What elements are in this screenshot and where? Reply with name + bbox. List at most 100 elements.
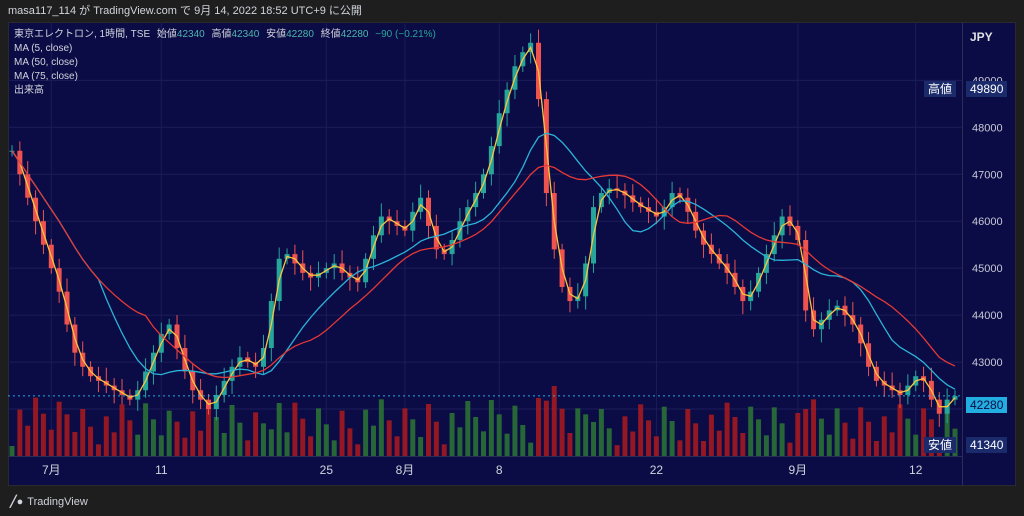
volume-bar (158, 435, 164, 456)
low-label: 安値 (266, 29, 287, 40)
currency-label[interactable]: JPY (970, 30, 993, 44)
volume-bar (669, 421, 675, 456)
volume-bar (834, 408, 840, 456)
volume-bar (127, 420, 133, 456)
volume-bar (795, 413, 801, 456)
publish-bar: masa117_114 が TradingView.com で 9月 14, 2… (0, 0, 1024, 22)
legend-ma50[interactable]: MA (50, close) (14, 57, 78, 68)
x-tick-label: 8月 (396, 463, 415, 477)
volume-bar (95, 444, 101, 456)
volume-bar (221, 433, 227, 456)
chart-legend: 東京エレクトロン, 1時間, TSE 始値42340 高値42340 安値422… (14, 28, 436, 98)
volume-bar (858, 407, 864, 456)
volume-bar (559, 408, 565, 456)
volume-bar (268, 429, 274, 456)
volume-bar (213, 417, 219, 456)
x-axis-ticks: 7月 11 25 8月 8 22 9月 12 (42, 463, 923, 477)
volume-bar (677, 440, 683, 456)
volume-bar (638, 404, 644, 456)
volume-bar (708, 414, 714, 456)
y-tick-label: 48000 (972, 122, 1003, 134)
volume-bar (276, 403, 282, 456)
volume-bar (528, 442, 534, 456)
volume-bar (653, 436, 659, 456)
volume-bar (292, 402, 298, 456)
volume-bar (103, 416, 109, 456)
y-tick-label: 44000 (972, 310, 1003, 322)
volume-bar (512, 405, 518, 456)
low-tag-label: 安値 (924, 437, 957, 453)
volume-bar (72, 432, 78, 456)
volume-bar (56, 401, 62, 456)
volume-bar (394, 436, 400, 456)
volume-bar (818, 418, 824, 456)
y-tick-label: 47000 (972, 169, 1003, 181)
volume-bar (245, 440, 251, 456)
volume-bar (33, 397, 39, 456)
volume-bar (433, 421, 439, 456)
volume-bar (740, 433, 746, 456)
y-tick-label: 43000 (972, 357, 1003, 369)
volume-bar (630, 431, 636, 456)
volume-bar (591, 422, 597, 456)
open-label: 始値 (156, 29, 177, 40)
volume-bar (425, 404, 431, 456)
volume-bar (889, 432, 895, 456)
volume-bar (253, 412, 259, 456)
legend-volume[interactable]: 出来高 (14, 85, 44, 96)
volume-bar (567, 433, 573, 456)
time-axis-separator (8, 456, 962, 457)
x-tick-label: 7月 (42, 463, 61, 477)
volume-bar (80, 409, 86, 456)
volume-bar (190, 411, 196, 456)
volume-bar (308, 436, 314, 456)
price-axis-separator (962, 22, 963, 486)
volume-bar (9, 446, 15, 456)
volume-bar (135, 434, 141, 456)
legend-ma5[interactable]: MA (5, close) (14, 43, 73, 54)
volume-bar (598, 409, 604, 456)
volume-bar (866, 421, 872, 456)
volume-bar (198, 430, 204, 456)
volume-bar (300, 418, 306, 456)
volume-bar (921, 408, 927, 456)
x-tick-label: 12 (909, 463, 923, 477)
volume-bar (410, 419, 416, 456)
volume-bar (339, 410, 345, 456)
volume-bar (205, 402, 211, 456)
volume-bar (488, 400, 494, 456)
volume-bar (732, 417, 738, 456)
legend-main-row[interactable]: 東京エレクトロン, 1時間, TSE 始値42340 高値42340 安値422… (14, 28, 436, 42)
brand-label: TradingView (27, 496, 88, 508)
symbol-title: 東京エレクトロン, 1時間, TSE (14, 29, 151, 40)
tradingview-logo[interactable]: ╱● TradingView (10, 495, 88, 508)
y-tick-label: 46000 (972, 216, 1003, 228)
legend-ma75[interactable]: MA (75, close) (14, 71, 78, 82)
tradingview-logo-icon: ╱● (10, 496, 24, 508)
ma50-line (11, 132, 956, 390)
change-value: −90 (−0.21%) (375, 29, 436, 40)
volume-bar (481, 431, 486, 456)
high-tag-value: 49890 (966, 81, 1008, 97)
volume-bar (441, 444, 447, 456)
volume-bar (763, 435, 769, 456)
volume-bar (64, 414, 70, 456)
volume-bar (701, 441, 707, 456)
volume-bar (756, 419, 762, 456)
low-tag-value: 41340 (966, 437, 1008, 453)
volume-bar (166, 410, 172, 456)
volume-bar (237, 422, 243, 456)
volume-bar (693, 423, 699, 456)
volume-bar (331, 440, 337, 456)
x-tick-label: 9月 (788, 463, 807, 477)
close-value: 42280 (340, 29, 369, 40)
volume-bar (583, 414, 589, 456)
x-tick-label: 8 (496, 463, 503, 477)
volume-bar (402, 408, 408, 456)
volume-bar (748, 406, 754, 456)
volume-bar (347, 428, 353, 456)
volume-bar (40, 413, 46, 456)
volume-bar (850, 438, 856, 456)
volume-bar (48, 429, 54, 456)
